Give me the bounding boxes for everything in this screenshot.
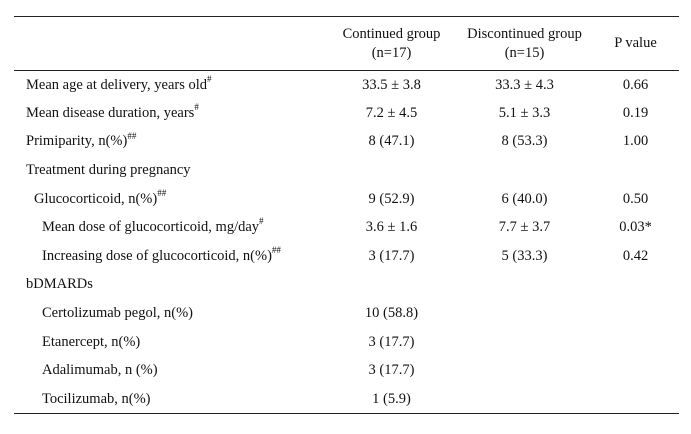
row-label: Mean dose of glucocorticoid, mg/day# <box>14 213 326 242</box>
continued-value: 1 (5.9) <box>372 390 411 407</box>
discontinued-value: 6 (40.0) <box>501 190 548 207</box>
table-row: Increasing dose of glucocorticoid, n(%)#… <box>14 242 679 271</box>
row-footnote-mark: # <box>194 102 199 113</box>
header-empty-cell <box>14 17 326 71</box>
continued-value <box>326 271 457 300</box>
discontinued-value: 8 (53.3) <box>501 133 548 150</box>
continued-value: 7.2 ± 4.5 <box>365 104 418 121</box>
p-value: 0.19 <box>622 104 649 121</box>
row-label-text: Mean disease duration, years <box>26 104 195 121</box>
p-value <box>592 328 679 357</box>
table-row: Tocilizumab, n(%) 1 (5.9) <box>14 385 679 414</box>
discontinued-value <box>457 271 592 300</box>
p-value: 0.66 <box>622 76 649 93</box>
table-row: Treatment during pregnancy <box>14 156 679 185</box>
row-label: Tocilizumab, n(%) <box>14 385 326 414</box>
row-label-text: bDMARDs <box>26 276 93 293</box>
row-label: Certolizumab pegol, n(%) <box>14 299 326 328</box>
discontinued-value <box>457 385 592 414</box>
row-footnote-mark: ## <box>157 187 167 198</box>
header-continued-title: Continued group <box>342 25 441 42</box>
row-label-text: Increasing dose of glucocorticoid, n(%) <box>42 247 272 264</box>
continued-value: 10 (58.8) <box>364 305 419 322</box>
row-label-text: Tocilizumab, n(%) <box>42 390 151 407</box>
table-row: Mean age at delivery, years old# 33.5 ± … <box>14 71 679 100</box>
row-label-text: Glucocorticoid, n(%) <box>34 190 158 207</box>
table-row: Primiparity, n(%)## 8 (47.1) 8 (53.3) 1.… <box>14 128 679 157</box>
table-row: Glucocorticoid, n(%)## 9 (52.9) 6 (40.0)… <box>14 185 679 214</box>
p-value <box>592 271 679 300</box>
row-label-text: Treatment during pregnancy <box>26 162 191 179</box>
p-value: 1.00 <box>622 133 649 150</box>
table-row: bDMARDs <box>14 271 679 300</box>
row-label-text: Primiparity, n(%) <box>26 133 128 150</box>
comparison-table: Continued group (n=17) Discontinued grou… <box>14 16 679 414</box>
continued-value: 33.5 ± 3.8 <box>362 76 421 93</box>
p-value <box>592 156 679 185</box>
row-label-text: Certolizumab pegol, n(%) <box>42 305 193 322</box>
row-label: Glucocorticoid, n(%)## <box>14 185 326 214</box>
row-label-text: Mean dose of glucocorticoid, mg/day <box>42 219 260 236</box>
table-row: Adalimumab, n (%) 3 (17.7) <box>14 356 679 385</box>
discontinued-value <box>457 156 592 185</box>
row-label: Primiparity, n(%)## <box>14 128 326 157</box>
row-label: Mean age at delivery, years old# <box>14 71 326 100</box>
continued-value: 9 (52.9) <box>368 190 415 207</box>
header-row: Continued group (n=17) Discontinued grou… <box>14 16 679 71</box>
row-footnote-mark: ## <box>271 245 281 256</box>
discontinued-value: 7.7 ± 3.7 <box>498 219 551 236</box>
discontinued-value: 33.3 ± 4.3 <box>495 76 554 93</box>
p-value: 0.50 <box>622 190 649 207</box>
continued-value: 3 (17.7) <box>368 247 415 264</box>
continued-value: 3.6 ± 1.6 <box>365 219 418 236</box>
header-discontinued-group: Discontinued group (n=15) <box>457 17 592 71</box>
p-value: 0.03* <box>619 219 652 236</box>
row-footnote-mark: # <box>259 216 264 227</box>
row-label: Etanercept, n(%) <box>14 328 326 357</box>
header-continued-n: (n=17) <box>371 44 412 61</box>
p-value: 0.42 <box>622 247 649 264</box>
p-value <box>592 385 679 414</box>
continued-value: 3 (17.7) <box>368 333 415 350</box>
header-discontinued-n: (n=15) <box>504 44 545 61</box>
discontinued-value: 5 (33.3) <box>501 247 548 264</box>
discontinued-value <box>457 356 592 385</box>
continued-value: 8 (47.1) <box>368 133 415 150</box>
continued-value <box>326 156 457 185</box>
row-label-text: Etanercept, n(%) <box>42 333 141 350</box>
table-row: Mean dose of glucocorticoid, mg/day# 3.6… <box>14 213 679 242</box>
header-discontinued-title: Discontinued group <box>467 25 582 42</box>
row-footnote-mark: # <box>207 73 212 84</box>
p-value <box>592 299 679 328</box>
continued-value: 3 (17.7) <box>368 362 415 379</box>
table-row: Certolizumab pegol, n(%) 10 (58.8) <box>14 299 679 328</box>
header-p-value: P value <box>614 35 657 51</box>
row-label-text: Adalimumab, n (%) <box>42 362 158 379</box>
table-row: Etanercept, n(%) 3 (17.7) <box>14 328 679 357</box>
row-label-text: Mean age at delivery, years old <box>26 76 208 93</box>
row-label: Adalimumab, n (%) <box>14 356 326 385</box>
section-label: bDMARDs <box>14 271 326 300</box>
header-continued-group: Continued group (n=17) <box>326 17 457 71</box>
table-row: Mean disease duration, years# 7.2 ± 4.5 … <box>14 99 679 128</box>
p-value <box>592 356 679 385</box>
discontinued-value <box>457 328 592 357</box>
row-label: Mean disease duration, years# <box>14 99 326 128</box>
discontinued-value: 5.1 ± 3.3 <box>498 104 551 121</box>
row-footnote-mark: ## <box>127 130 137 141</box>
discontinued-value <box>457 299 592 328</box>
row-label: Increasing dose of glucocorticoid, n(%)#… <box>14 242 326 271</box>
section-label: Treatment during pregnancy <box>14 156 326 185</box>
